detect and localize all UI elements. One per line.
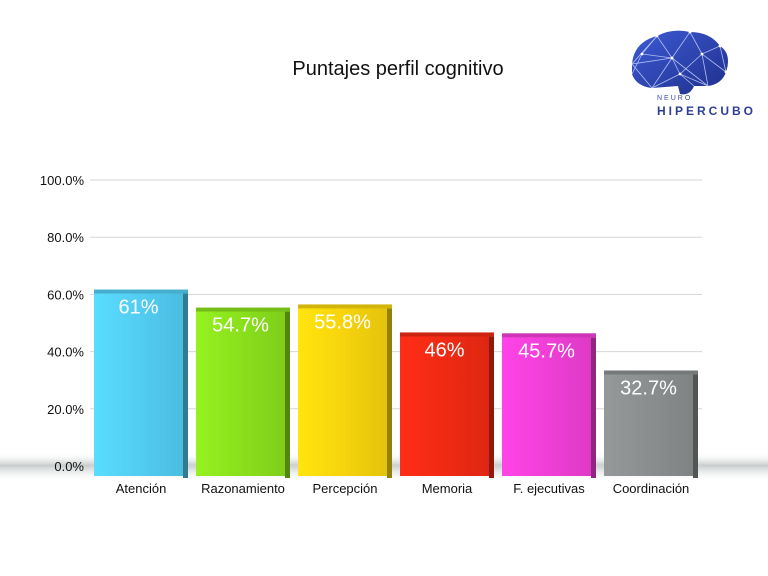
- data-label: 46%: [424, 339, 464, 361]
- bar-top: [400, 332, 494, 337]
- data-label: 45.7%: [518, 340, 575, 362]
- y-tick-label: 0.0%: [54, 459, 84, 474]
- bar-top: [502, 333, 596, 338]
- brain-logo-icon: [631, 30, 728, 95]
- data-label: 32.7%: [620, 377, 677, 399]
- logo-text-small: NEURO: [657, 95, 693, 102]
- bar: [298, 306, 387, 476]
- bar-side: [387, 308, 392, 478]
- x-tick-label: Razonamiento: [201, 481, 285, 496]
- y-tick-label: 20.0%: [47, 402, 84, 417]
- y-tick-label: 80.0%: [47, 230, 84, 245]
- bar: [502, 335, 591, 476]
- bar-side: [591, 337, 596, 478]
- data-label: 54.7%: [212, 315, 269, 337]
- x-tick-label: Percepción: [312, 481, 377, 496]
- bar: [196, 309, 285, 476]
- y-tick-label: 100.0%: [40, 173, 85, 188]
- data-label: 61%: [118, 297, 158, 319]
- y-tick-label: 60.0%: [47, 287, 84, 302]
- bar-top: [94, 289, 188, 294]
- bar-top: [298, 304, 392, 309]
- bar: [400, 334, 489, 476]
- bar-top: [196, 307, 290, 312]
- y-tick-label: 40.0%: [47, 345, 84, 360]
- bar-side: [489, 336, 494, 478]
- bar: [94, 291, 183, 476]
- logo-text-big: HIPERCUBO: [657, 104, 757, 118]
- x-tick-label: Memoria: [422, 481, 473, 496]
- data-label: 55.8%: [314, 311, 371, 333]
- bar-side: [693, 374, 698, 478]
- x-tick-label: Coordinación: [613, 481, 690, 496]
- x-tick-label: Atención: [116, 481, 167, 496]
- x-tick-label: F. ejecutivas: [513, 481, 585, 496]
- bar-side: [285, 311, 290, 478]
- bar: [604, 372, 693, 476]
- bar-top: [604, 370, 698, 375]
- chart-title: Puntajes perfil cognitivo: [292, 58, 504, 80]
- bar-side: [183, 293, 188, 478]
